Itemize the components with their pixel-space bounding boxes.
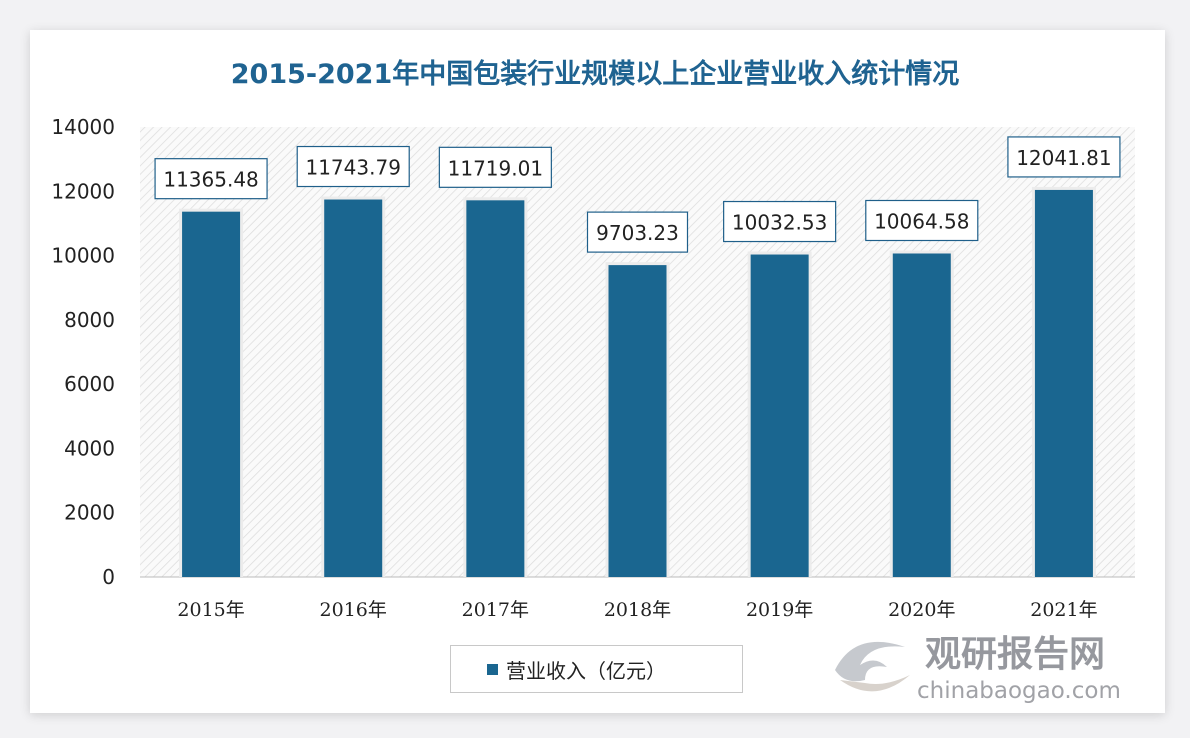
data-label-box — [586, 211, 689, 253]
bar — [892, 253, 951, 577]
data-label: 10064.58 — [874, 209, 969, 233]
x-tick-label: 2016年 — [320, 599, 387, 621]
data-label: 9703.23 — [596, 221, 679, 245]
bar — [466, 200, 525, 577]
watermark-logo: 观研报告网 chinabaogao.com — [835, 634, 1121, 704]
x-tick-label: 2017年 — [462, 599, 529, 621]
data-label-box — [296, 145, 410, 188]
x-tick-label: 2020年 — [888, 599, 955, 621]
y-tick-label: 4000 — [64, 436, 115, 460]
data-label: 11719.01 — [448, 156, 543, 180]
bar — [750, 254, 809, 577]
y-tick-label: 10000 — [51, 244, 115, 268]
y-tick-label: 8000 — [64, 308, 115, 332]
y-tick-label: 6000 — [64, 372, 115, 396]
bar — [1034, 189, 1093, 577]
data-label: 10032.53 — [732, 211, 827, 235]
x-tick-label: 2021年 — [1030, 599, 1097, 621]
data-label-box — [1007, 136, 1121, 178]
data-label-box — [438, 146, 552, 188]
x-tick-label: 2019年 — [746, 599, 813, 621]
data-label-box — [865, 199, 979, 242]
watermark-cn: 观研报告网 — [925, 634, 1105, 675]
bar — [182, 211, 241, 577]
legend-swatch — [487, 663, 498, 675]
data-label: 12041.81 — [1016, 146, 1111, 170]
x-tick-label: 2015年 — [177, 599, 244, 621]
bar — [608, 265, 667, 577]
y-tick-label: 0 — [102, 565, 115, 589]
chart-title: 2015-2021年中国包装行业规模以上企业营业收入统计情况 — [230, 59, 960, 90]
data-label-box — [154, 158, 268, 200]
bar — [324, 199, 383, 577]
legend-label: 营业收入（亿元） — [506, 658, 666, 683]
y-tick-label: 12000 — [51, 179, 115, 203]
x-tick-label: 2018年 — [604, 599, 671, 621]
data-label: 11743.79 — [305, 156, 400, 180]
data-label-box — [723, 200, 837, 243]
y-tick-label: 2000 — [64, 501, 115, 525]
legend: 营业收入（亿元） — [450, 645, 743, 693]
y-tick-label: 14000 — [51, 115, 115, 139]
watermark-en: chinabaogao.com — [917, 678, 1121, 704]
data-label: 11365.48 — [163, 168, 258, 192]
